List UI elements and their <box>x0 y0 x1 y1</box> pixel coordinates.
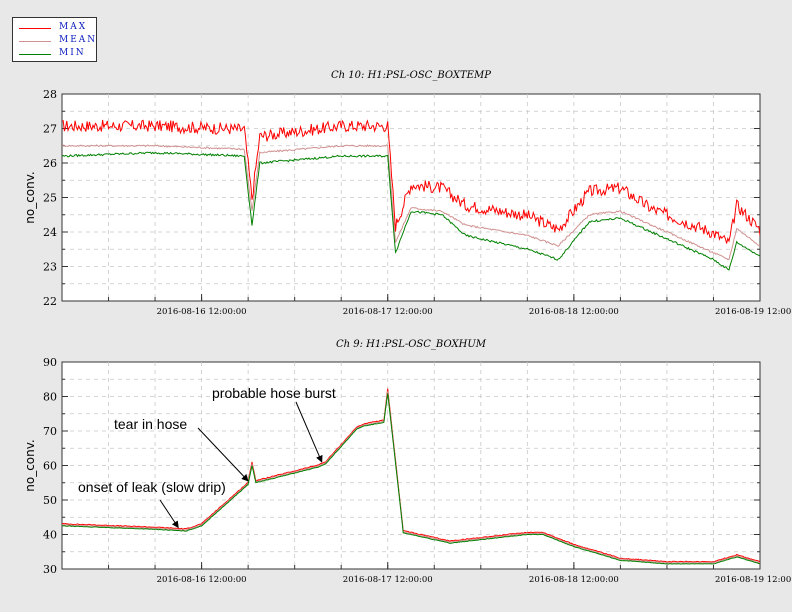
annotation-arrow <box>159 499 179 529</box>
annotation-arrow <box>295 401 323 463</box>
legend-item-min: MIN <box>19 48 95 61</box>
chart-1: Ch 10: H1:PSL-OSC_BOXTEMP no_conv. 22 23 24 2… <box>23 70 792 317</box>
legend-swatch-min <box>19 54 51 55</box>
y-tick-label: 26 <box>43 157 57 170</box>
series-line-min <box>62 151 760 271</box>
y-tick-label: 40 <box>43 529 57 542</box>
x-tick-label: 2016-08-16 12:00:00 <box>157 307 247 317</box>
annotation-arrow <box>197 427 249 482</box>
x-tick-label: 2016-08-17 12:00:00 <box>343 307 433 317</box>
chart-title: Ch 10: H1:PSL-OSC_BOXTEMP <box>331 70 491 81</box>
legend-label-mean: MEAN <box>59 35 98 45</box>
y-tick-label: 60 <box>43 460 57 473</box>
chart-title: Ch 9: H1:PSL-OSC_BOXHUM <box>336 339 487 350</box>
y-tick-label: 28 <box>43 88 57 101</box>
y-tick-label: 70 <box>43 425 57 438</box>
y-tick-label: 80 <box>43 391 57 404</box>
series-line-mean <box>62 391 760 564</box>
series-line-mean <box>62 144 760 261</box>
legend-label-min: MIN <box>59 48 86 58</box>
x-tick-label: 2016-08-19 12:00:00 <box>715 307 792 317</box>
y-tick-label: 27 <box>43 123 57 136</box>
x-tick-label: 2016-08-18 12:00:00 <box>529 307 619 317</box>
chart-2: Ch 9: H1:PSL-OSC_BOXHUM no_conv. 30 40 50 60 7… <box>23 339 792 585</box>
annotation-label: probable hose burst <box>212 385 336 401</box>
y-tick-label: 24 <box>43 226 57 239</box>
x-tick-label: 2016-08-19 12:00:00 <box>715 575 792 585</box>
x-tick-label: 2016-08-16 12:00:00 <box>157 575 247 585</box>
series-line-max <box>62 119 760 244</box>
y-tick-label: 23 <box>43 261 57 274</box>
legend: MAX MEAN MIN <box>12 17 97 62</box>
y-tick-label: 25 <box>43 192 57 205</box>
y-tick-label: 30 <box>43 563 57 576</box>
x-tick-label: 2016-08-18 12:00:00 <box>529 575 619 585</box>
series-line-min <box>62 393 760 565</box>
legend-item-mean: MEAN <box>19 35 98 48</box>
legend-swatch-max <box>19 28 51 29</box>
y-tick-label: 22 <box>43 295 57 308</box>
plot-area <box>61 93 761 302</box>
y-axis-label: no_conv. <box>23 171 37 223</box>
series-line-max <box>62 388 760 563</box>
legend-item-max: MAX <box>19 22 95 35</box>
x-tick-label: 2016-08-17 12:00:00 <box>343 575 433 585</box>
legend-swatch-mean <box>19 41 51 42</box>
annotation-label: onset of leak (slow drip) <box>78 479 226 495</box>
y-tick-label: 90 <box>43 356 57 369</box>
y-tick-label: 50 <box>43 494 57 507</box>
legend-label-max: MAX <box>59 22 88 32</box>
annotation-label: tear in hose <box>114 416 187 432</box>
y-axis-label: no_conv. <box>23 439 37 491</box>
